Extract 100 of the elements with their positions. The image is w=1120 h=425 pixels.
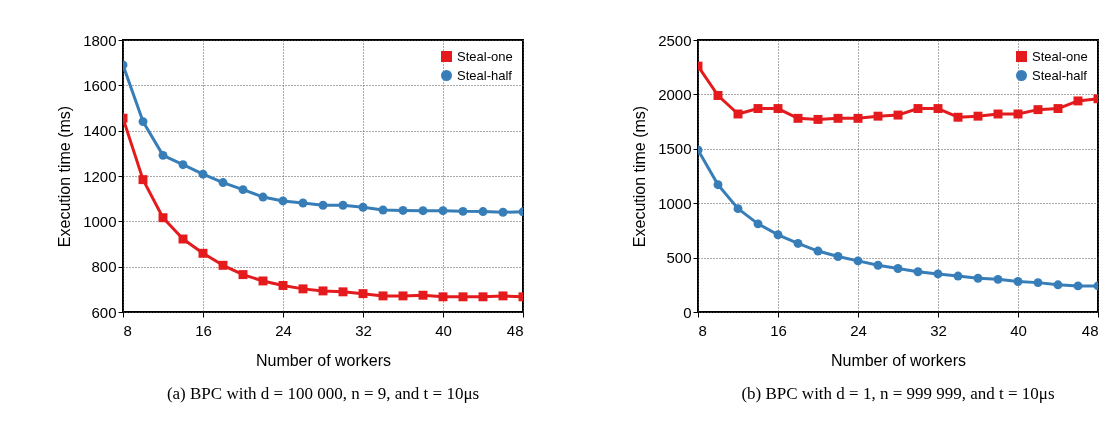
legend-label: Steal-one <box>457 48 513 64</box>
point <box>953 112 963 122</box>
point <box>733 204 743 214</box>
x-tick-label: 48 <box>506 321 524 339</box>
point <box>713 91 723 100</box>
point <box>1013 277 1023 286</box>
point <box>813 114 823 124</box>
point <box>873 111 883 121</box>
x-tick-label: 16 <box>195 321 212 339</box>
point <box>1073 96 1083 106</box>
legend-label: Steal-half <box>457 67 513 83</box>
point <box>813 246 823 256</box>
point <box>138 175 148 185</box>
x-tick-label: 8 <box>123 321 132 339</box>
point <box>298 198 308 208</box>
point <box>218 178 228 188</box>
point <box>238 270 248 280</box>
point <box>358 289 368 299</box>
point <box>853 256 863 266</box>
point <box>953 271 963 281</box>
y-tick-label: 2500 <box>658 31 692 49</box>
point <box>138 117 148 127</box>
point <box>178 160 188 170</box>
legend-label: Steal-half <box>1032 67 1088 83</box>
point <box>853 113 863 123</box>
point <box>218 260 228 270</box>
point <box>478 292 488 302</box>
point <box>278 196 288 206</box>
point <box>358 202 368 212</box>
point <box>913 267 923 277</box>
text: (a) BPC with d = 100 000, n = 9, and t = 10μs <box>166 384 480 403</box>
point <box>773 104 783 114</box>
text: (b) BPC with d = 1, n = 999 999, and t = 10μs <box>741 384 1055 403</box>
point <box>1033 278 1043 288</box>
y-tick-label: 800 <box>91 258 117 276</box>
y-tick-label: 1000 <box>83 212 117 230</box>
point <box>933 104 943 114</box>
point <box>278 281 288 290</box>
y-tick-label: 500 <box>666 249 692 267</box>
point <box>1073 281 1083 291</box>
point <box>1053 104 1063 114</box>
y-axis-title: Execution time (ms) <box>631 105 649 248</box>
point <box>498 291 508 301</box>
y-tick-label: 0 <box>683 303 692 321</box>
point <box>833 252 843 261</box>
x-tick-label: 32 <box>930 321 947 339</box>
point <box>318 200 328 210</box>
point <box>438 292 448 302</box>
point <box>458 206 468 216</box>
point <box>158 150 168 160</box>
point <box>198 169 208 179</box>
point <box>378 291 388 301</box>
point <box>793 113 803 123</box>
point <box>418 206 428 216</box>
point <box>338 287 348 297</box>
x-tick-label: 48 <box>1081 321 1099 339</box>
y-tick-label: 1800 <box>83 31 117 49</box>
x-axis-title: Number of workers <box>255 351 392 369</box>
point <box>258 276 268 286</box>
y-tick-label: 1600 <box>83 76 117 94</box>
point <box>873 260 883 270</box>
y-tick-label: 1500 <box>658 140 692 158</box>
x-tick-label: 40 <box>435 321 452 339</box>
x-tick-label: 40 <box>1010 321 1027 339</box>
point <box>298 284 308 294</box>
point <box>793 238 803 248</box>
point <box>498 207 508 217</box>
y-tick-label: 1400 <box>83 122 117 140</box>
point <box>973 111 983 121</box>
point <box>773 230 783 240</box>
point <box>973 273 983 283</box>
point <box>753 104 763 114</box>
point <box>398 291 408 301</box>
y-tick-label: 1000 <box>658 194 692 212</box>
x-tick-label: 24 <box>275 321 292 339</box>
x-tick-label: 8 <box>698 321 707 339</box>
point <box>833 113 843 123</box>
point <box>993 274 1003 284</box>
point <box>438 206 448 216</box>
point <box>398 205 408 215</box>
point <box>158 213 168 223</box>
y-axis-title: Execution time (ms) <box>56 105 74 248</box>
point <box>378 205 388 215</box>
x-tick-label: 32 <box>355 321 372 339</box>
point <box>1033 105 1043 115</box>
x-axis-title: Number of workers <box>830 351 967 369</box>
x-tick-label: 24 <box>850 321 867 339</box>
x-tick-label: 16 <box>770 321 787 339</box>
point <box>893 110 903 120</box>
point <box>418 290 428 300</box>
y-tick-label: 2000 <box>658 85 692 103</box>
point <box>893 264 903 273</box>
point <box>338 200 348 210</box>
point <box>713 180 723 190</box>
point <box>238 185 248 195</box>
y-tick-label: 600 <box>91 303 117 321</box>
legend-label: Steal-one <box>1032 48 1088 64</box>
point <box>458 292 468 302</box>
point <box>318 286 328 296</box>
point <box>753 219 763 229</box>
